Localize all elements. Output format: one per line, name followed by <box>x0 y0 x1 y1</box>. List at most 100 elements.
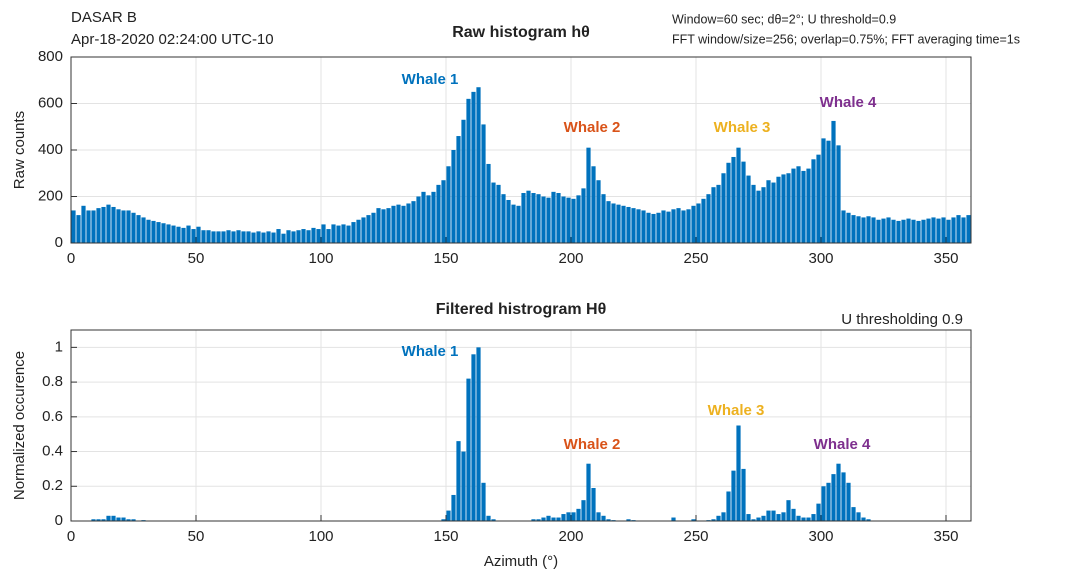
bar <box>846 212 851 243</box>
bar <box>456 136 461 243</box>
bar <box>336 225 341 243</box>
bar <box>721 173 726 243</box>
bar <box>691 519 696 521</box>
bar <box>731 470 736 521</box>
bar <box>281 233 286 243</box>
bar <box>291 231 296 243</box>
bar <box>491 182 496 243</box>
x-tick-label: 0 <box>67 528 75 545</box>
bar <box>831 120 836 243</box>
bar <box>716 515 721 521</box>
bar <box>591 166 596 243</box>
bar <box>846 482 851 521</box>
bar <box>686 209 691 243</box>
axes-box <box>70 329 972 522</box>
bar <box>606 519 611 521</box>
bar <box>821 486 826 521</box>
bar <box>91 519 96 521</box>
bar <box>471 91 476 243</box>
bar <box>451 150 456 243</box>
x-tick-label: 200 <box>558 528 583 545</box>
bar <box>536 519 541 521</box>
bar <box>661 210 666 243</box>
bar <box>131 212 136 243</box>
bar <box>626 206 631 243</box>
bar <box>801 170 806 243</box>
bar <box>856 216 861 243</box>
bar <box>481 124 486 243</box>
bar <box>396 204 401 243</box>
x-tick-label: 50 <box>188 528 205 545</box>
bar <box>121 210 126 243</box>
y-tick-label: 0.4 <box>42 443 63 460</box>
bar <box>786 173 791 243</box>
bar <box>476 87 481 243</box>
bar <box>561 514 566 521</box>
bar <box>376 208 381 243</box>
bar <box>701 198 706 243</box>
bar <box>461 119 466 243</box>
annotation: Whale 3 <box>714 119 771 136</box>
bar <box>566 197 571 243</box>
y-tick-label: 800 <box>38 48 63 65</box>
bar <box>821 138 826 243</box>
bar <box>741 468 746 521</box>
y-tick-label: 0.6 <box>42 408 63 425</box>
bar <box>566 512 571 521</box>
y-tick-label: 0 <box>55 512 63 529</box>
bar <box>856 512 861 521</box>
bar <box>351 222 356 243</box>
bar <box>531 193 536 243</box>
bar <box>156 222 161 243</box>
bar <box>936 218 941 243</box>
bar <box>311 227 316 243</box>
y-tick-label: 400 <box>38 141 63 158</box>
bar <box>501 194 506 243</box>
bar <box>246 231 251 243</box>
bar <box>706 194 711 243</box>
bar <box>911 219 916 243</box>
bar <box>951 217 956 243</box>
bar <box>731 156 736 243</box>
bar <box>741 161 746 243</box>
bar <box>181 227 186 243</box>
chart-title: Raw histogram hθ <box>452 24 590 41</box>
bar <box>716 184 721 243</box>
bar <box>91 210 96 243</box>
bar <box>851 215 856 243</box>
bar <box>251 232 256 243</box>
bar <box>431 191 436 243</box>
bar <box>356 219 361 243</box>
x-tick-label: 350 <box>933 250 958 267</box>
bar <box>601 515 606 521</box>
bar <box>671 517 676 521</box>
y-tick-label: 200 <box>38 187 63 204</box>
bar <box>96 208 101 243</box>
bar <box>386 208 391 243</box>
bar <box>371 212 376 243</box>
bar <box>941 217 946 243</box>
bar <box>441 180 446 243</box>
bar <box>791 168 796 243</box>
bar <box>471 354 476 521</box>
bar <box>816 503 821 521</box>
bar <box>551 191 556 243</box>
bar <box>786 500 791 521</box>
bar <box>636 209 641 243</box>
annotation: Whale 4 <box>814 436 871 453</box>
bar <box>906 218 911 243</box>
bar <box>401 205 406 243</box>
bar <box>531 519 536 521</box>
bar <box>276 229 281 243</box>
bar <box>831 474 836 521</box>
bar <box>781 512 786 521</box>
bar <box>476 347 481 521</box>
bar <box>726 491 731 521</box>
bar <box>761 187 766 243</box>
bar <box>196 226 201 243</box>
axes-box <box>70 56 972 244</box>
bar <box>161 223 166 243</box>
bar <box>556 193 561 243</box>
bar <box>916 220 921 243</box>
settings-line: Window=60 sec; dθ=2°; U threshold=0.9 <box>672 12 896 26</box>
